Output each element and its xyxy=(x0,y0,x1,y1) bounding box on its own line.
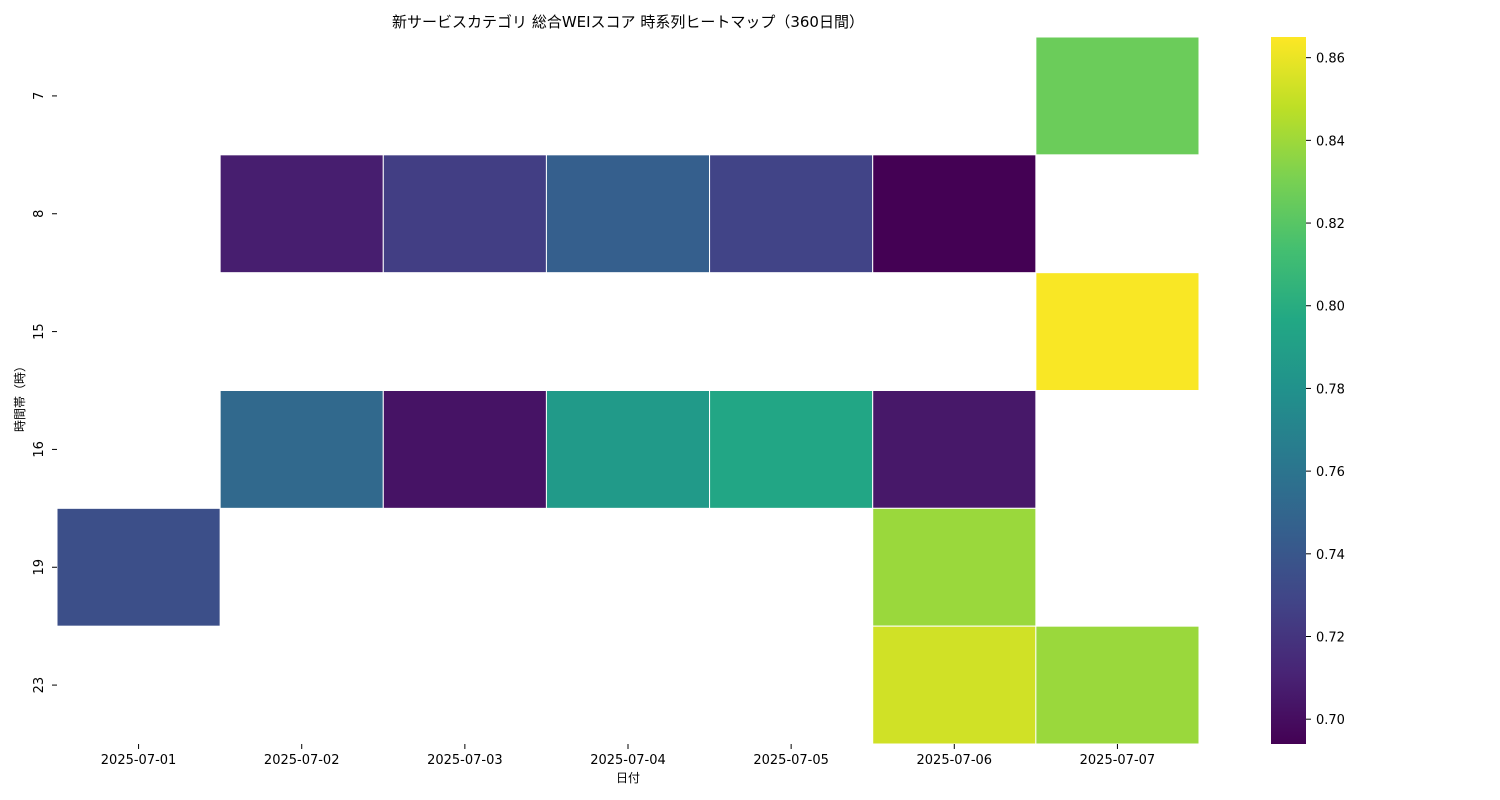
heatmap-cells xyxy=(56,36,1200,745)
heatmap-cell xyxy=(56,507,221,627)
y-tick-label: 16 xyxy=(32,441,47,458)
heatmap-cell xyxy=(1035,272,1200,391)
heatmap-cell xyxy=(872,154,1037,274)
heatmap-cell xyxy=(872,507,1037,627)
x-tick-label: 2025-07-02 xyxy=(264,753,340,768)
heatmap-cell xyxy=(872,390,1037,509)
x-tick-label: 2025-07-07 xyxy=(1080,753,1156,768)
y-tick-label: 15 xyxy=(32,323,47,340)
heatmap-cell xyxy=(1035,625,1200,745)
x-tick-label: 2025-07-06 xyxy=(917,753,993,768)
x-axis-label: 日付 xyxy=(616,771,640,785)
x-tick-label: 2025-07-03 xyxy=(427,753,503,768)
y-tick-label: 7 xyxy=(32,92,47,100)
y-axis-label: 時間帯（時） xyxy=(13,360,27,432)
heatmap-cell xyxy=(872,625,1037,745)
x-axis-ticks: 2025-07-01 2025-07-02 2025-07-03 2025-07-04… xyxy=(101,744,1155,768)
y-tick-label: 8 xyxy=(32,210,47,218)
heatmap-cell xyxy=(709,390,874,509)
colorbar-tick-label: 0.86 xyxy=(1316,52,1345,67)
heatmap-cell xyxy=(545,390,711,509)
heatmap-cell xyxy=(709,154,874,274)
heatmap-cell xyxy=(545,154,711,274)
x-tick-label: 2025-07-01 xyxy=(101,753,177,768)
colorbar-tick-label: 0.80 xyxy=(1316,300,1345,315)
colorbar-tick-label: 0.76 xyxy=(1316,465,1345,480)
chart-title: 新サービスカテゴリ 総合WEIスコア 時系列ヒートマップ（360日間） xyxy=(392,13,864,31)
colorbar-tick-label: 0.84 xyxy=(1316,134,1345,149)
colorbar-tick-label: 0.78 xyxy=(1316,382,1345,397)
heatmap-cell xyxy=(219,390,384,509)
colorbar-tick-label: 0.82 xyxy=(1316,217,1345,232)
heatmap-cell xyxy=(1035,36,1200,156)
y-tick-label: 19 xyxy=(32,559,47,576)
heatmap-cell xyxy=(219,154,384,274)
colorbar-tick-label: 0.70 xyxy=(1316,713,1345,728)
x-tick-label: 2025-07-05 xyxy=(753,753,829,768)
colorbar xyxy=(1271,37,1306,744)
colorbar-tick-label: 0.72 xyxy=(1316,631,1345,646)
colorbar-tick-label: 0.74 xyxy=(1316,548,1345,563)
heatmap-cell xyxy=(382,390,547,509)
colorbar-ticks: 0.70 0.72 0.74 0.76 0.78 0.80 0.82 0.84 0.86 xyxy=(1306,52,1345,728)
x-tick-label: 2025-07-04 xyxy=(590,753,666,768)
heatmap-cell xyxy=(382,154,547,274)
y-tick-label: 23 xyxy=(32,677,47,694)
y-axis-ticks: 7 8 15 16 19 23 xyxy=(32,92,57,694)
